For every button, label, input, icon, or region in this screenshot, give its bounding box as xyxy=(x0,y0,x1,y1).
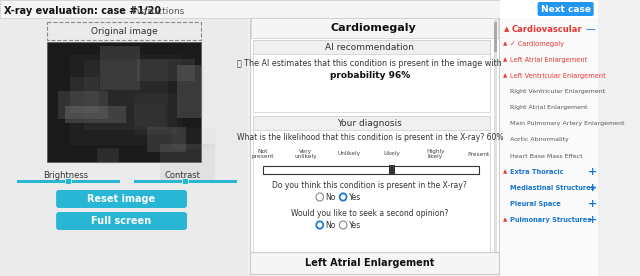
Text: +: + xyxy=(588,215,597,225)
Circle shape xyxy=(318,223,322,227)
Text: Reset image: Reset image xyxy=(88,194,156,204)
Bar xyxy=(262,166,479,174)
Text: ▲: ▲ xyxy=(503,217,508,222)
Text: ▲: ▲ xyxy=(503,169,508,174)
Text: +: + xyxy=(588,199,597,209)
Text: +: + xyxy=(588,167,597,177)
Bar xyxy=(134,104,164,127)
Text: Yes: Yes xyxy=(349,192,361,201)
Bar xyxy=(0,18,248,276)
Bar xyxy=(390,165,395,175)
Text: Right Atrial Enlargement: Right Atrial Enlargement xyxy=(511,105,588,110)
Text: Yes: Yes xyxy=(349,221,361,230)
Text: Left Atrial Enlargement: Left Atrial Enlargement xyxy=(305,258,435,268)
Bar xyxy=(182,178,188,184)
Bar xyxy=(500,18,598,276)
Text: +: + xyxy=(588,183,597,193)
Bar xyxy=(253,40,490,54)
Bar xyxy=(70,55,182,145)
Bar xyxy=(47,22,201,40)
Text: No: No xyxy=(325,192,336,201)
Bar xyxy=(253,116,490,130)
Bar xyxy=(0,0,598,18)
Text: Extra Thoracic: Extra Thoracic xyxy=(511,169,564,175)
Text: Right Ventricular Enlargement: Right Ventricular Enlargement xyxy=(511,89,605,94)
Bar xyxy=(58,91,108,119)
Bar xyxy=(250,18,499,268)
Text: ▲: ▲ xyxy=(503,41,508,46)
Text: No: No xyxy=(325,221,336,230)
Text: Cardiovascular: Cardiovascular xyxy=(511,25,582,33)
Text: ▲: ▲ xyxy=(503,57,508,62)
Bar xyxy=(100,46,140,90)
Circle shape xyxy=(339,193,347,201)
Text: Pleural Space: Pleural Space xyxy=(511,201,561,207)
Bar xyxy=(250,252,499,274)
Bar xyxy=(138,59,195,81)
Text: Instructions: Instructions xyxy=(131,7,184,15)
Bar xyxy=(147,127,186,152)
Bar xyxy=(65,178,71,184)
Bar xyxy=(500,0,598,276)
FancyBboxPatch shape xyxy=(56,190,187,208)
Text: Aortic Abnormality: Aortic Abnormality xyxy=(511,137,569,142)
Bar xyxy=(70,77,99,113)
Bar xyxy=(493,18,497,268)
Bar xyxy=(253,40,490,112)
Text: Next case: Next case xyxy=(541,4,591,14)
Text: Brightness: Brightness xyxy=(43,171,88,179)
Text: Heart Base Mass Effect: Heart Base Mass Effect xyxy=(511,153,583,158)
Bar xyxy=(493,22,497,52)
Text: X-ray evaluation: case #1/20: X-ray evaluation: case #1/20 xyxy=(4,6,161,16)
Text: Present: Present xyxy=(468,152,490,156)
Bar xyxy=(253,116,490,256)
Text: ▲: ▲ xyxy=(503,73,508,78)
Text: Left Ventricular Enlargement: Left Ventricular Enlargement xyxy=(511,73,606,79)
Text: Your diagnosis: Your diagnosis xyxy=(337,118,402,128)
Text: Cardiomegaly: Cardiomegaly xyxy=(331,23,417,33)
Text: Do you think this condition is present in the X-ray?: Do you think this condition is present i… xyxy=(273,182,467,190)
Bar xyxy=(134,93,177,135)
Text: Original image: Original image xyxy=(91,26,157,36)
Text: AI recommendation: AI recommendation xyxy=(325,43,414,52)
Text: Would you like to seek a second opinion?: Would you like to seek a second opinion? xyxy=(291,209,449,219)
Circle shape xyxy=(341,195,345,199)
Bar xyxy=(250,18,499,38)
Text: Contrast: Contrast xyxy=(164,171,200,179)
Text: Main Pulmonary Artery Enlargement: Main Pulmonary Artery Enlargement xyxy=(511,121,625,126)
Text: probability 96%: probability 96% xyxy=(330,70,410,79)
Bar xyxy=(160,144,215,182)
FancyBboxPatch shape xyxy=(538,2,594,16)
Bar xyxy=(17,180,120,182)
Bar xyxy=(47,42,201,162)
Text: ✓ Cardiomegaly: ✓ Cardiomegaly xyxy=(511,41,564,47)
Text: Pulmonary Structures: Pulmonary Structures xyxy=(511,217,592,223)
Text: What is the likelihood that this condition is present in the X-ray? 60%: What is the likelihood that this conditi… xyxy=(237,134,503,142)
Text: Likely: Likely xyxy=(384,152,401,156)
Text: Left Atrial Enlargement: Left Atrial Enlargement xyxy=(511,57,588,63)
Text: Unlikely: Unlikely xyxy=(337,152,361,156)
Bar xyxy=(177,65,203,118)
Bar xyxy=(134,180,237,182)
Text: Very
unlikely: Very unlikely xyxy=(294,149,317,159)
Text: Highly
likely: Highly likely xyxy=(426,149,445,159)
Bar xyxy=(172,128,216,149)
Bar xyxy=(84,60,168,130)
Text: Not
present: Not present xyxy=(252,149,274,159)
FancyBboxPatch shape xyxy=(56,212,187,230)
Text: Mediastinal Structures: Mediastinal Structures xyxy=(511,185,595,191)
Circle shape xyxy=(316,221,323,229)
Text: —: — xyxy=(586,24,596,34)
Bar xyxy=(97,148,119,164)
Text: Full screen: Full screen xyxy=(92,216,152,226)
Text: ▲: ▲ xyxy=(504,26,509,32)
Bar xyxy=(65,106,126,123)
Text: 📣 The AI estimates that this condition is present in the image with: 📣 The AI estimates that this condition i… xyxy=(237,60,502,68)
